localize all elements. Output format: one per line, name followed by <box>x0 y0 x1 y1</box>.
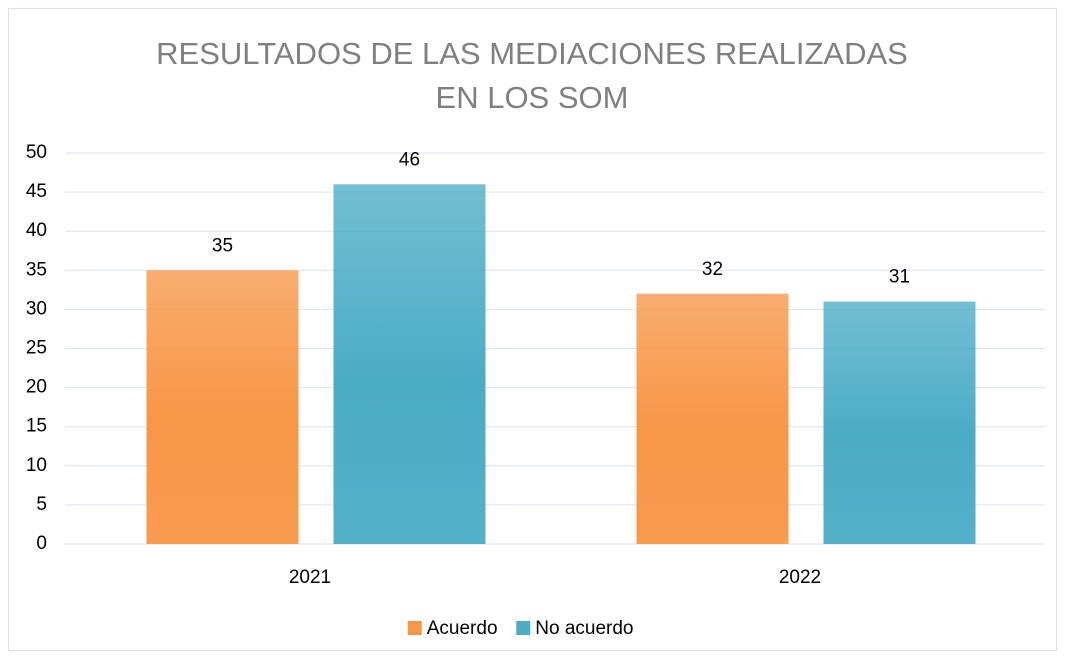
y-tick-label: 5 <box>36 494 47 515</box>
y-tick-label: 0 <box>36 533 47 554</box>
chart-title: RESULTADOS DE LAS MEDIACIONES REALIZADAS… <box>156 36 908 115</box>
data-label: 32 <box>702 259 723 280</box>
y-tick-label: 40 <box>26 220 47 241</box>
y-tick-label: 25 <box>26 338 47 359</box>
chart-border <box>8 8 1057 651</box>
y-tick-label: 35 <box>26 259 47 280</box>
data-label: 35 <box>212 235 233 256</box>
bar <box>636 293 789 544</box>
legend-swatch <box>516 621 531 635</box>
data-label: 31 <box>889 267 910 288</box>
bar <box>823 301 976 544</box>
x-tick-label: 2022 <box>779 567 821 588</box>
y-tick-label: 30 <box>26 298 47 319</box>
y-tick-label: 15 <box>26 416 47 437</box>
legend-label: No acuerdo <box>535 618 633 639</box>
data-label: 46 <box>399 149 420 170</box>
y-tick-label: 50 <box>26 142 47 163</box>
bar <box>146 270 299 544</box>
bar <box>333 184 486 544</box>
y-tick-label: 20 <box>26 377 47 398</box>
x-tick-label: 2021 <box>289 567 331 588</box>
y-tick-label: 10 <box>26 455 47 476</box>
legend-swatch <box>407 621 422 635</box>
y-tick-label: 45 <box>26 181 47 202</box>
legend-label: Acuerdo <box>427 618 498 639</box>
